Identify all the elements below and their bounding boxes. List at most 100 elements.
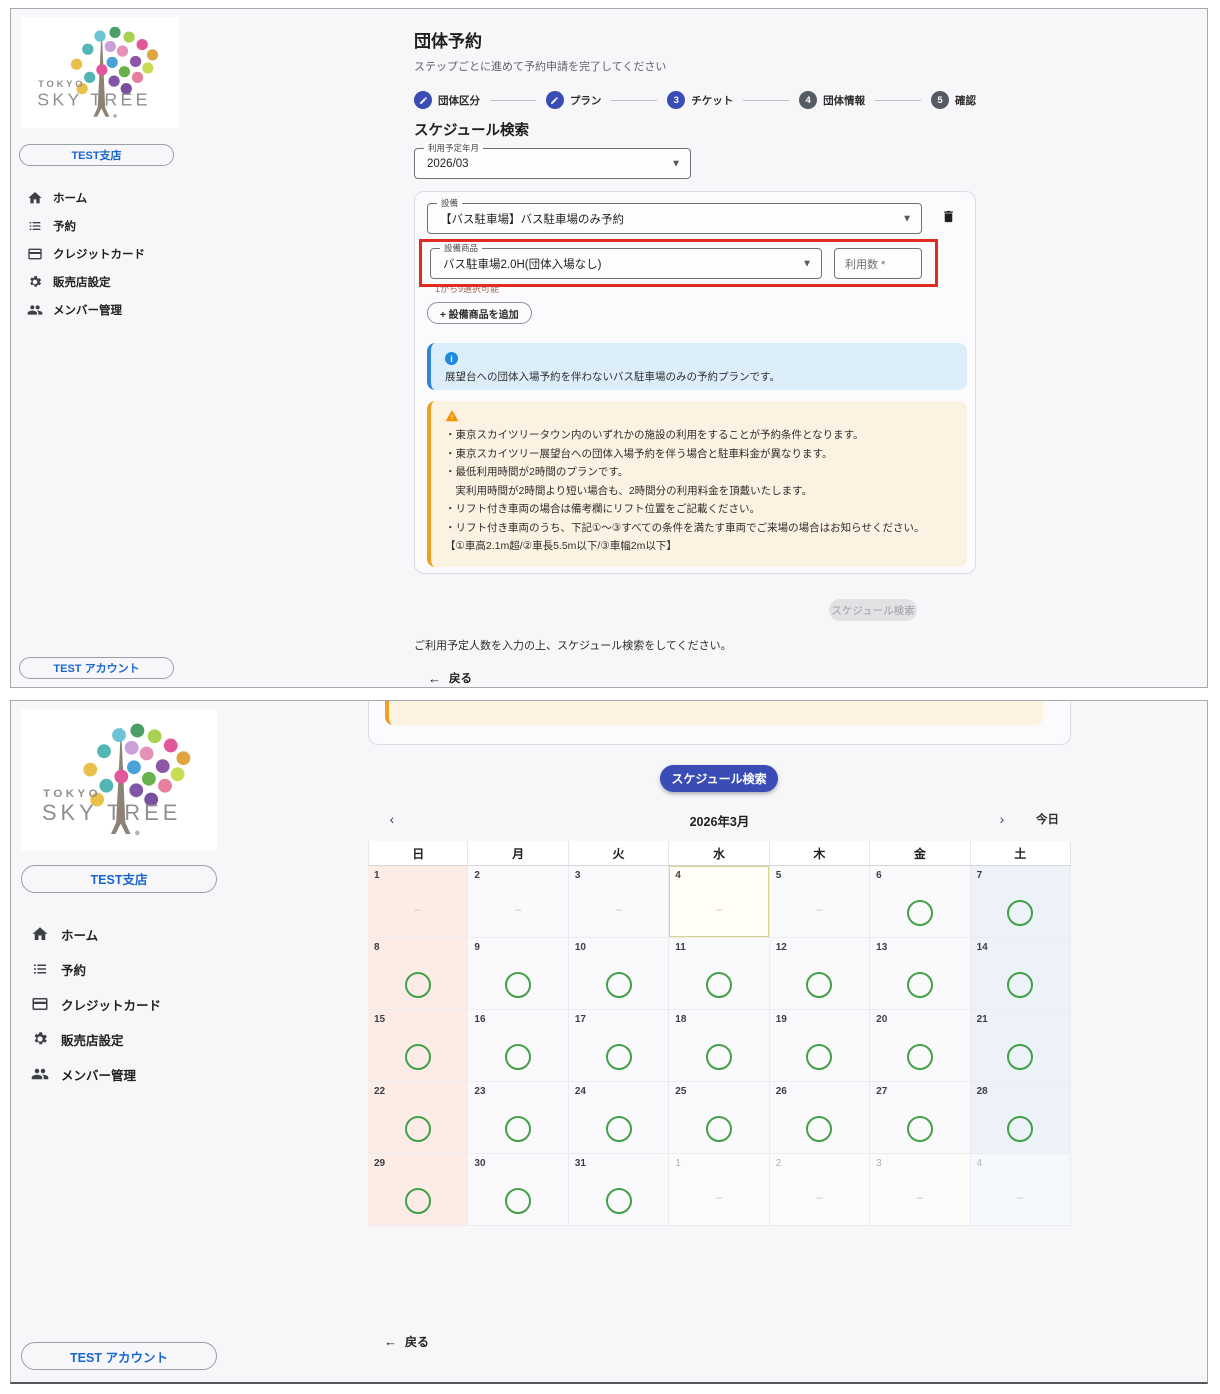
- calendar-day-cell[interactable]: 22: [368, 1082, 469, 1154]
- calendar-day-cell[interactable]: 26: [769, 1082, 871, 1154]
- sidebar-item-reservations[interactable]: 予約: [11, 952, 236, 987]
- availability-circle-icon[interactable]: [404, 1044, 431, 1070]
- availability-circle-icon[interactable]: [705, 1116, 732, 1142]
- step-4[interactable]: 4 団体情報: [799, 91, 865, 109]
- calendar-day-cell[interactable]: 11: [669, 938, 770, 1010]
- sidebar-item-credit-card[interactable]: クレジットカード: [11, 240, 196, 268]
- availability-circle-icon[interactable]: [806, 1116, 833, 1142]
- sidebar-item-home[interactable]: ホーム: [11, 917, 236, 952]
- calendar-day-cell[interactable]: 21: [970, 1010, 1071, 1082]
- step-label: 確認: [955, 94, 976, 107]
- calendar-day-cell[interactable]: 9: [468, 938, 569, 1010]
- account-button[interactable]: TEST アカウント: [21, 1342, 217, 1370]
- sidebar-item-store-settings[interactable]: 販売店設定: [11, 268, 196, 296]
- calendar-day-cell[interactable]: 8: [368, 938, 469, 1010]
- availability-circle-icon[interactable]: [605, 1188, 632, 1214]
- calendar-day-cell[interactable]: 27: [870, 1082, 971, 1154]
- schedule-search-button-disabled[interactable]: スケジュール検索: [829, 599, 917, 621]
- calendar-day-cell[interactable]: 28: [970, 1082, 1071, 1154]
- availability-circle-icon[interactable]: [1007, 1116, 1034, 1142]
- sidebar-item-reservations[interactable]: 予約: [11, 212, 196, 240]
- product-select[interactable]: 設備商品 バス駐車場2.0H(団体入場なし) ▼: [430, 243, 822, 279]
- availability-circle-icon[interactable]: [906, 972, 933, 998]
- info-icon: i: [445, 352, 458, 365]
- calendar-day-cell[interactable]: 16: [468, 1010, 569, 1082]
- add-product-button[interactable]: + 設備商品を追加: [427, 302, 532, 324]
- arrow-left-icon: ←: [428, 670, 441, 686]
- calendar-screen: TOKYO SKY TREE TEST支店 ホーム 予約 クレジットカード 販売店設定 メンバ…: [10, 700, 1208, 1384]
- calendar-day-cell[interactable]: 18: [669, 1010, 770, 1082]
- availability-circle-icon[interactable]: [906, 1116, 933, 1142]
- availability-circle-icon[interactable]: [1007, 900, 1034, 926]
- availability-circle-icon[interactable]: [906, 900, 933, 926]
- step-5[interactable]: 5 確認: [931, 91, 976, 109]
- calendar-prev-button[interactable]: ‹: [382, 809, 402, 829]
- calendar-day-cell[interactable]: 14: [970, 938, 1071, 1010]
- facility-select[interactable]: 設備 【バス駐車場】バス駐車場のみ予約 ▼: [427, 198, 922, 234]
- sidebar-item-members[interactable]: メンバー管理: [11, 296, 196, 324]
- calendar-day-cell[interactable]: 12: [769, 938, 871, 1010]
- availability-circle-icon[interactable]: [906, 1044, 933, 1070]
- calendar-today-button[interactable]: 今日: [1036, 811, 1059, 827]
- availability-circle-icon[interactable]: [1007, 972, 1034, 998]
- availability-circle-icon[interactable]: [705, 972, 732, 998]
- sidebar-item-credit-card[interactable]: クレジットカード: [11, 987, 236, 1022]
- calendar-next-button[interactable]: ›: [992, 809, 1012, 829]
- sidebar-item-store-settings[interactable]: 販売店設定: [11, 1022, 236, 1057]
- warning-line: ・東京スカイツリータウン内のいずれかの施設の利用をすることが予約条件となります。: [445, 429, 864, 441]
- branch-button[interactable]: TEST支店: [19, 144, 174, 167]
- day-number: 26: [775, 1086, 787, 1097]
- calendar-day-cell[interactable]: 15: [368, 1010, 469, 1082]
- calendar-day-cell[interactable]: 1–: [368, 866, 469, 938]
- availability-circle-icon[interactable]: [505, 972, 532, 998]
- availability-circle-icon[interactable]: [505, 1188, 532, 1214]
- calendar-day-cell[interactable]: 29: [368, 1154, 469, 1226]
- calendar-day-cell[interactable]: 3–: [568, 866, 670, 938]
- step-1[interactable]: 団体区分: [414, 91, 480, 109]
- sidebar-item-members[interactable]: メンバー管理: [11, 1057, 236, 1092]
- month-select[interactable]: 利用予定年月 2026/03 ▼: [414, 143, 691, 179]
- availability-circle-icon[interactable]: [605, 1044, 632, 1070]
- step-3[interactable]: 3 チケット: [667, 91, 733, 109]
- step-2[interactable]: プラン: [545, 91, 601, 109]
- calendar-day-cell[interactable]: 13: [870, 938, 971, 1010]
- calendar-day-cell[interactable]: 24: [568, 1082, 670, 1154]
- stepper: 団体区分 プラン 3 チケット 4 団体情報 5 確認: [414, 91, 976, 109]
- calendar-day-cell[interactable]: 6: [870, 866, 971, 938]
- facility-select-label: 設備: [437, 198, 463, 209]
- availability-circle-icon[interactable]: [404, 1116, 431, 1142]
- branch-button[interactable]: TEST支店: [21, 864, 217, 893]
- availability-circle-icon[interactable]: [806, 972, 833, 998]
- sidebar-item-home[interactable]: ホーム: [11, 184, 196, 212]
- calendar-day-cell[interactable]: 30: [468, 1154, 569, 1226]
- calendar-day-cell[interactable]: 20: [870, 1010, 971, 1082]
- availability-circle-icon[interactable]: [505, 1044, 532, 1070]
- calendar-day-cell[interactable]: 25: [669, 1082, 770, 1154]
- availability-circle-icon[interactable]: [1007, 1044, 1034, 1070]
- calendar-day-cell[interactable]: 10: [568, 938, 670, 1010]
- calendar-day-cell[interactable]: 17: [568, 1010, 670, 1082]
- calendar-day-cell[interactable]: 23: [468, 1082, 569, 1154]
- availability-circle-icon[interactable]: [806, 1044, 833, 1070]
- day-number: 15: [374, 1014, 386, 1025]
- usage-count-input[interactable]: 利用数 *: [834, 248, 922, 279]
- calendar-day-cell[interactable]: 5–: [769, 866, 871, 938]
- availability-circle-icon[interactable]: [404, 1188, 431, 1214]
- availability-circle-icon[interactable]: [505, 1116, 532, 1142]
- calendar-day-cell[interactable]: 2–: [468, 866, 569, 938]
- delete-facility-button[interactable]: [939, 209, 957, 227]
- svg-text:TOKYO: TOKYO: [38, 79, 85, 89]
- back-link[interactable]: ← 戻る: [384, 1333, 429, 1350]
- back-link[interactable]: ← 戻る: [428, 670, 472, 686]
- availability-circle-icon[interactable]: [404, 972, 431, 998]
- availability-circle-icon[interactable]: [705, 1044, 732, 1070]
- account-button[interactable]: TEST アカウント: [19, 657, 174, 679]
- schedule-search-button[interactable]: スケジュール検索: [660, 765, 778, 792]
- calendar-day-cell[interactable]: 4–: [669, 866, 770, 938]
- calendar-day-cell[interactable]: 31: [568, 1154, 670, 1226]
- calendar-day-cell[interactable]: 7: [970, 866, 1071, 938]
- calendar-day-cell[interactable]: 19: [769, 1010, 871, 1082]
- page-subtitle: ステップごとに進めて予約申請を完了してください: [414, 61, 667, 73]
- availability-circle-icon[interactable]: [605, 972, 632, 998]
- availability-circle-icon[interactable]: [605, 1116, 632, 1142]
